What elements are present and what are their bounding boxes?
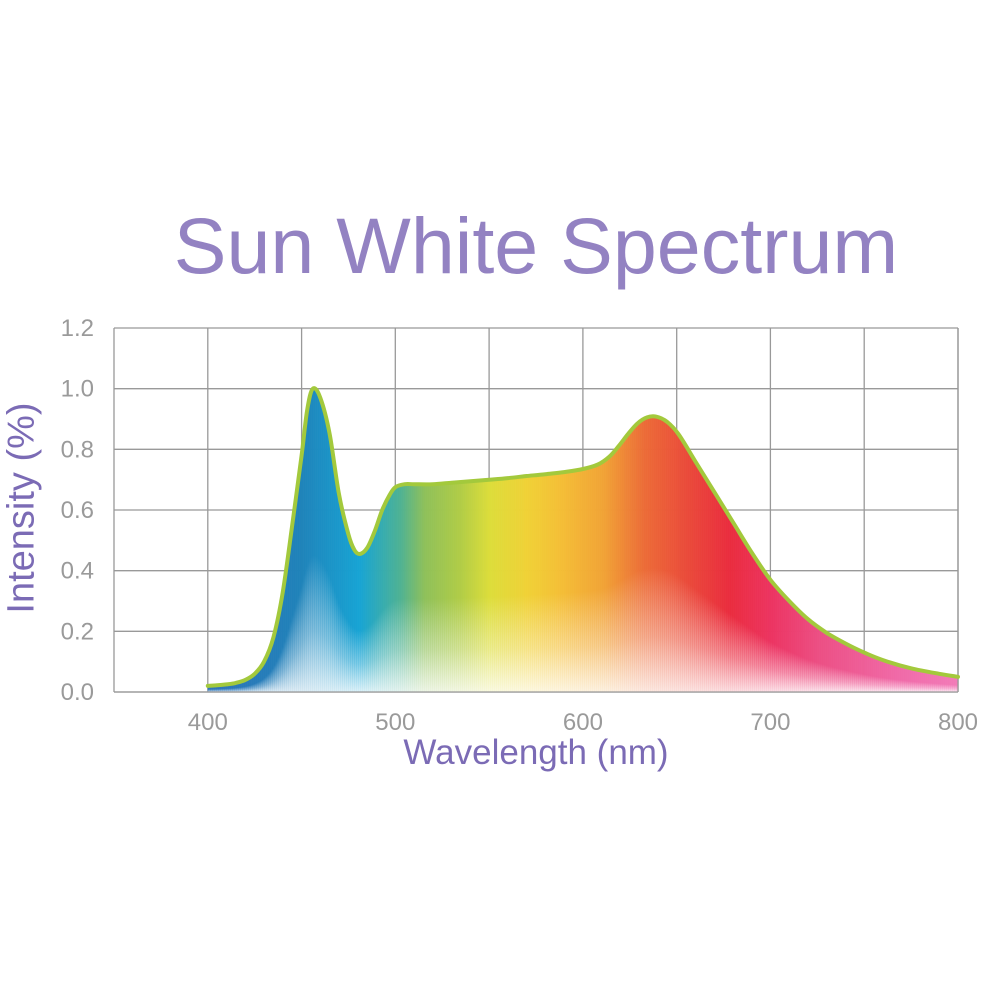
svg-text:0.4: 0.4 (61, 558, 94, 585)
svg-text:0.8: 0.8 (61, 436, 94, 463)
svg-text:400: 400 (188, 709, 228, 736)
svg-text:500: 500 (375, 709, 415, 736)
svg-text:800: 800 (938, 709, 978, 736)
svg-text:0.0: 0.0 (61, 679, 94, 706)
svg-text:700: 700 (750, 709, 790, 736)
svg-text:1.2: 1.2 (61, 315, 94, 342)
svg-text:600: 600 (563, 709, 603, 736)
svg-text:0.2: 0.2 (61, 618, 94, 645)
svg-text:0.6: 0.6 (61, 497, 94, 524)
svg-text:1.0: 1.0 (61, 376, 94, 403)
